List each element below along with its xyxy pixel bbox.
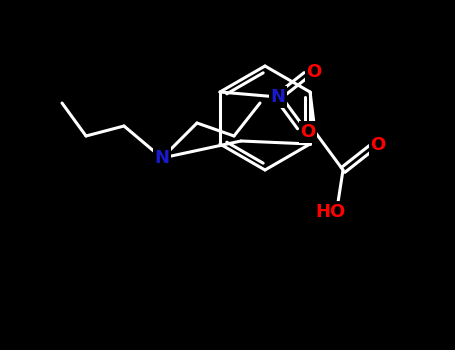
Text: N: N [270, 88, 285, 106]
Text: O: O [370, 136, 386, 154]
Text: O: O [306, 63, 322, 81]
Text: N: N [155, 149, 170, 167]
Text: O: O [300, 123, 316, 141]
Text: HO: HO [315, 203, 345, 221]
